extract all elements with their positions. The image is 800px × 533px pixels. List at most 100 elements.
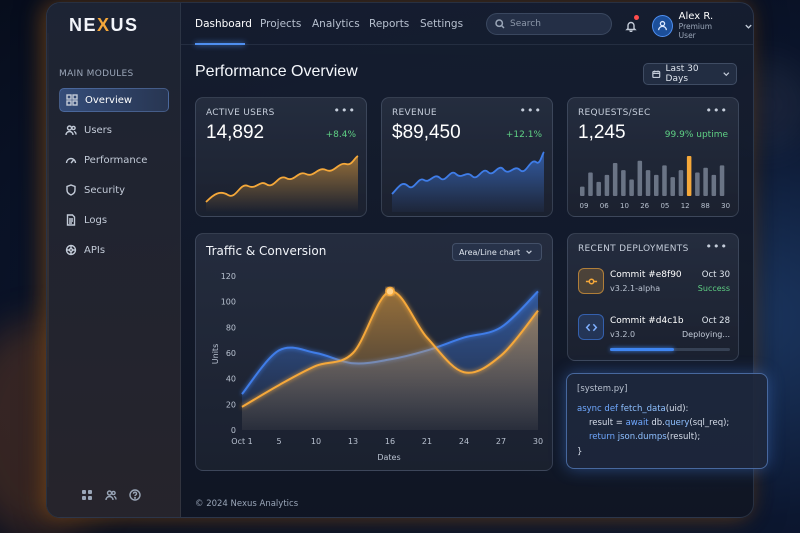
- sidebar-item-users[interactable]: Users: [59, 118, 169, 142]
- user-menu[interactable]: Alex R. Premium User: [652, 11, 753, 40]
- kpi-value: $89,450: [392, 122, 461, 143]
- avatar: [652, 14, 673, 37]
- request-bar: [695, 172, 700, 196]
- bar-tick-label: 05: [660, 202, 669, 210]
- deployment-date: Oct 28: [701, 316, 730, 326]
- sidebar-item-security[interactable]: Security: [59, 178, 169, 202]
- deployment-version: v3.2.1-alpha: [610, 284, 661, 293]
- bar-tick-label: 12: [681, 202, 690, 210]
- kpi-delta: +8.4%: [325, 130, 356, 140]
- user-name: Alex R.: [678, 11, 714, 22]
- more-icon[interactable]: •••: [333, 104, 356, 117]
- users-sparkline: [205, 155, 359, 212]
- series-area: [242, 291, 538, 430]
- sparkline-line: [205, 155, 359, 203]
- request-bar: [604, 174, 610, 196]
- search-box[interactable]: [486, 13, 612, 35]
- request-bar: [686, 156, 692, 196]
- code-icon-box: [578, 314, 604, 340]
- x-axis-label: Dates: [377, 453, 400, 462]
- bar-tick-label: 30: [721, 202, 730, 210]
- chart-type-select[interactable]: Area/Line chart: [452, 243, 542, 261]
- gauge-icon: [65, 157, 77, 164]
- bar-tick-label: 88: [701, 202, 710, 210]
- y-tick-label: 60: [226, 349, 236, 358]
- request-bar: [662, 165, 667, 196]
- calendar-icon: [652, 70, 661, 79]
- y-tick-label: 20: [226, 400, 236, 409]
- sidebar-section-title: MAIN MODULES: [59, 69, 134, 79]
- card-title: REVENUE: [392, 108, 437, 118]
- tab-settings[interactable]: Settings: [420, 18, 464, 30]
- sidebar-item-performance[interactable]: Performance: [59, 148, 169, 172]
- chart-type-label: Area/Line chart: [459, 247, 521, 257]
- y-tick-label: 100: [221, 298, 236, 307]
- request-bar: [711, 174, 717, 196]
- deployment-item[interactable]: Commit #d4c1b v3.2.0 Oct 28 Deploying...: [578, 314, 730, 346]
- request-bar: [580, 186, 585, 196]
- sidebar-item-overview[interactable]: Overview: [59, 88, 169, 112]
- deployment-item[interactable]: Commit #e8f90 v3.2.1-alpha Oct 30 Succes…: [578, 268, 730, 300]
- tab-reports[interactable]: Reports: [369, 18, 410, 30]
- deployment-progress-fill: [610, 348, 674, 351]
- request-bar: [645, 170, 651, 196]
- sparkline-area: [206, 156, 358, 212]
- deployment-date: Oct 30: [701, 270, 730, 280]
- request-bar: [670, 177, 675, 196]
- help-icon[interactable]: [129, 489, 141, 501]
- traffic-chart-card: Traffic & Conversion Area/Line chart 0 20…: [195, 233, 553, 471]
- request-bar: [703, 167, 708, 196]
- deployment-version: v3.2.0: [610, 330, 636, 339]
- requests-bar-chart: 09 06 10 26 05 12 88 30: [580, 156, 730, 210]
- sidebar-item-label: Security: [84, 184, 126, 196]
- deployment-progress-bar: [610, 348, 730, 351]
- y-tick-label: 80: [226, 323, 236, 332]
- tab-dashboard[interactable]: Dashboard: [195, 18, 252, 30]
- traffic-chart: 0 20 40 60 80 100 120 Oct 1 5 10 13 16 21 24 27 30 Uni…: [211, 272, 543, 462]
- x-tick-label: 10: [311, 437, 321, 446]
- logo: NEXUS: [69, 15, 139, 35]
- bell-icon: [625, 21, 637, 33]
- kpi-delta: +12.1%: [505, 130, 542, 140]
- search-icon: [495, 19, 505, 29]
- file-icon: [66, 214, 76, 226]
- commit-icon: [585, 278, 597, 284]
- sidebar: NEXUS MAIN MODULES Overview Users Perfor…: [47, 3, 181, 517]
- card-title: RECENT DEPLOYMENTS: [578, 244, 689, 254]
- notification-dot: [634, 15, 639, 20]
- more-icon[interactable]: •••: [705, 104, 728, 117]
- notifications-button[interactable]: [625, 15, 639, 36]
- peak-point[interactable]: [385, 286, 395, 297]
- active-users-card: ACTIVE USERS ••• 14,892 +8.4%: [195, 97, 367, 217]
- apps-icon[interactable]: [81, 489, 93, 501]
- more-icon[interactable]: •••: [705, 240, 728, 253]
- sidebar-item-logs[interactable]: Logs: [59, 208, 169, 232]
- top-navigation: Dashboard Projects Analytics Reports Set…: [181, 3, 753, 45]
- user-icon: [657, 20, 667, 31]
- y-tick-label: 120: [221, 272, 236, 281]
- bar-tick-label: 26: [640, 202, 649, 210]
- sparkline-line: [391, 151, 545, 195]
- grid-icon: [66, 94, 78, 106]
- card-title: ACTIVE USERS: [206, 108, 275, 118]
- more-icon[interactable]: •••: [519, 104, 542, 117]
- search-input[interactable]: [510, 19, 600, 29]
- sidebar-item-label: Logs: [84, 214, 108, 226]
- card-title: REQUESTS/SEC: [578, 108, 651, 118]
- tab-analytics[interactable]: Analytics: [312, 18, 360, 30]
- bar-tick-label: 09: [580, 202, 589, 210]
- date-range-button[interactable]: Last 30 Days: [643, 63, 737, 85]
- app-window: NEXUS MAIN MODULES Overview Users Perfor…: [46, 2, 754, 518]
- deployment-status: Deploying...: [681, 330, 730, 339]
- code-line: }: [577, 447, 583, 457]
- request-bar: [588, 172, 593, 196]
- sidebar-item-label: Overview: [85, 94, 133, 106]
- sidebar-item-apis[interactable]: APIs: [59, 238, 169, 262]
- user-role: Premium User: [678, 22, 713, 40]
- team-icon[interactable]: [105, 489, 117, 501]
- tab-projects[interactable]: Projects: [260, 18, 302, 30]
- code-snippet-card: [system.py] async def fetch_data(uid): r…: [566, 373, 768, 469]
- sparkline-area: [392, 152, 544, 212]
- network-icon: [65, 244, 77, 256]
- x-tick-label: 21: [422, 437, 432, 446]
